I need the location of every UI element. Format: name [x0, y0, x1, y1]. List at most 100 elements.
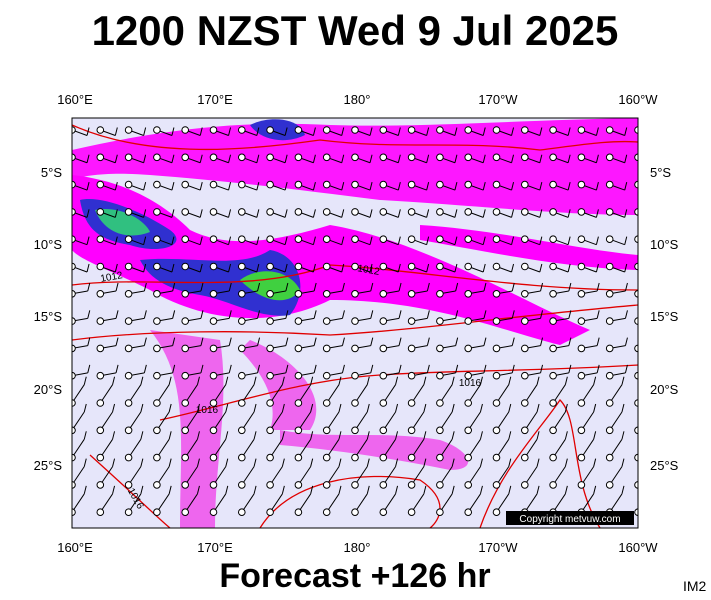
- longitude-label: 170°E: [197, 540, 233, 555]
- station: [492, 453, 501, 462]
- wind-barb-feather: [171, 181, 175, 191]
- station: [351, 180, 359, 189]
- wind-barb-feather: [454, 154, 458, 163]
- wind-barb-feather: [228, 127, 232, 136]
- station: [153, 508, 161, 517]
- station: [124, 262, 133, 271]
- wind-barb-feather: [114, 127, 118, 136]
- station: [436, 399, 444, 407]
- wind-barb-feather: [83, 376, 87, 385]
- station: [634, 180, 638, 189]
- station: [634, 262, 638, 271]
- station: [577, 208, 586, 216]
- station: [605, 153, 614, 162]
- station: [96, 508, 105, 517]
- wind-barb-feather: [114, 154, 118, 163]
- wind-barb-feather: [83, 485, 87, 495]
- wind-barb-feather: [511, 127, 515, 136]
- wind-barb-feather: [284, 263, 288, 273]
- station: [294, 371, 303, 380]
- station: [464, 290, 473, 298]
- station: [209, 371, 218, 380]
- wind-barb-feather: [511, 263, 515, 273]
- station: [153, 481, 161, 489]
- wind-barb-feather: [536, 485, 540, 495]
- station: [124, 208, 133, 216]
- wind-barb-feather: [595, 209, 599, 218]
- station: [407, 153, 416, 162]
- station: [521, 290, 529, 298]
- station: [322, 508, 331, 517]
- station: [549, 371, 557, 380]
- wind-barb-feather: [341, 181, 345, 191]
- wind-barb-feather: [595, 263, 599, 273]
- wind-barb-feather: [624, 310, 628, 319]
- wind-barb-feather: [482, 154, 486, 163]
- station: [153, 153, 161, 162]
- wind-barb-feather: [654, 338, 656, 346]
- wind-barb-feather: [511, 209, 515, 218]
- wind-barb-feather: [253, 431, 257, 440]
- wind-barb-feather: [112, 485, 116, 495]
- latitude-label: 5°S: [650, 165, 671, 180]
- station: [72, 508, 76, 516]
- wind-barb-feather: [228, 310, 232, 319]
- station: [266, 371, 274, 380]
- wind-barb-feather: [341, 154, 345, 163]
- wind-barb-feather: [281, 376, 285, 385]
- wind-barb-feather: [310, 431, 314, 440]
- station: [181, 262, 189, 271]
- station: [492, 126, 501, 134]
- wind-barb-feather: [196, 458, 200, 467]
- wind-barb-feather: [86, 154, 90, 163]
- wind-barb-feather: [539, 127, 543, 136]
- station: [153, 180, 161, 189]
- wind-barb-feather: [225, 376, 229, 385]
- longitude-label: 160°W: [618, 540, 658, 555]
- wind-barb-feather: [482, 236, 486, 245]
- wind-barb-feather: [112, 458, 116, 467]
- wind-barb-feather: [624, 364, 628, 374]
- wind-barb-feather: [143, 337, 147, 346]
- wind-barb-feather: [256, 263, 260, 273]
- station: [605, 290, 614, 298]
- wind-barb: [637, 429, 638, 431]
- station: [209, 344, 218, 353]
- wind-barb-feather: [86, 209, 90, 218]
- wind-barb-feather: [539, 209, 543, 218]
- wind-barb-feather: [397, 154, 401, 163]
- station: [521, 262, 529, 271]
- wind-barb-feather: [483, 310, 487, 319]
- station: [436, 371, 444, 380]
- station: [238, 317, 246, 325]
- station: [407, 180, 416, 189]
- isobar-label: 1012: [357, 263, 381, 278]
- wind-barb-feather: [508, 376, 512, 385]
- station: [238, 426, 246, 435]
- wind-barb-feather: [338, 485, 342, 495]
- wind-barb-feather: [313, 310, 317, 319]
- station: [72, 262, 76, 271]
- isobar-label: 1016: [459, 378, 482, 389]
- wind-barb-feather: [539, 181, 543, 191]
- station: [72, 290, 76, 298]
- station: [407, 290, 416, 298]
- station: [436, 344, 444, 353]
- station: [153, 344, 161, 353]
- station: [351, 126, 359, 134]
- wind-barb-feather: [511, 181, 515, 191]
- wind-barb-feather: [624, 181, 628, 191]
- wind-barb-feather: [567, 154, 571, 163]
- wind-barb-feather: [423, 403, 427, 413]
- wind-barb-feather: [87, 364, 91, 374]
- wind-barb-feather: [143, 236, 147, 245]
- station: [96, 235, 105, 243]
- wind-barb-feather: [426, 310, 430, 319]
- station: [379, 344, 388, 353]
- station: [351, 153, 359, 162]
- station: [549, 153, 557, 162]
- wind-barb-feather: [423, 431, 427, 440]
- station: [577, 371, 586, 380]
- wind-barb-feather: [568, 364, 572, 374]
- station: [181, 180, 189, 189]
